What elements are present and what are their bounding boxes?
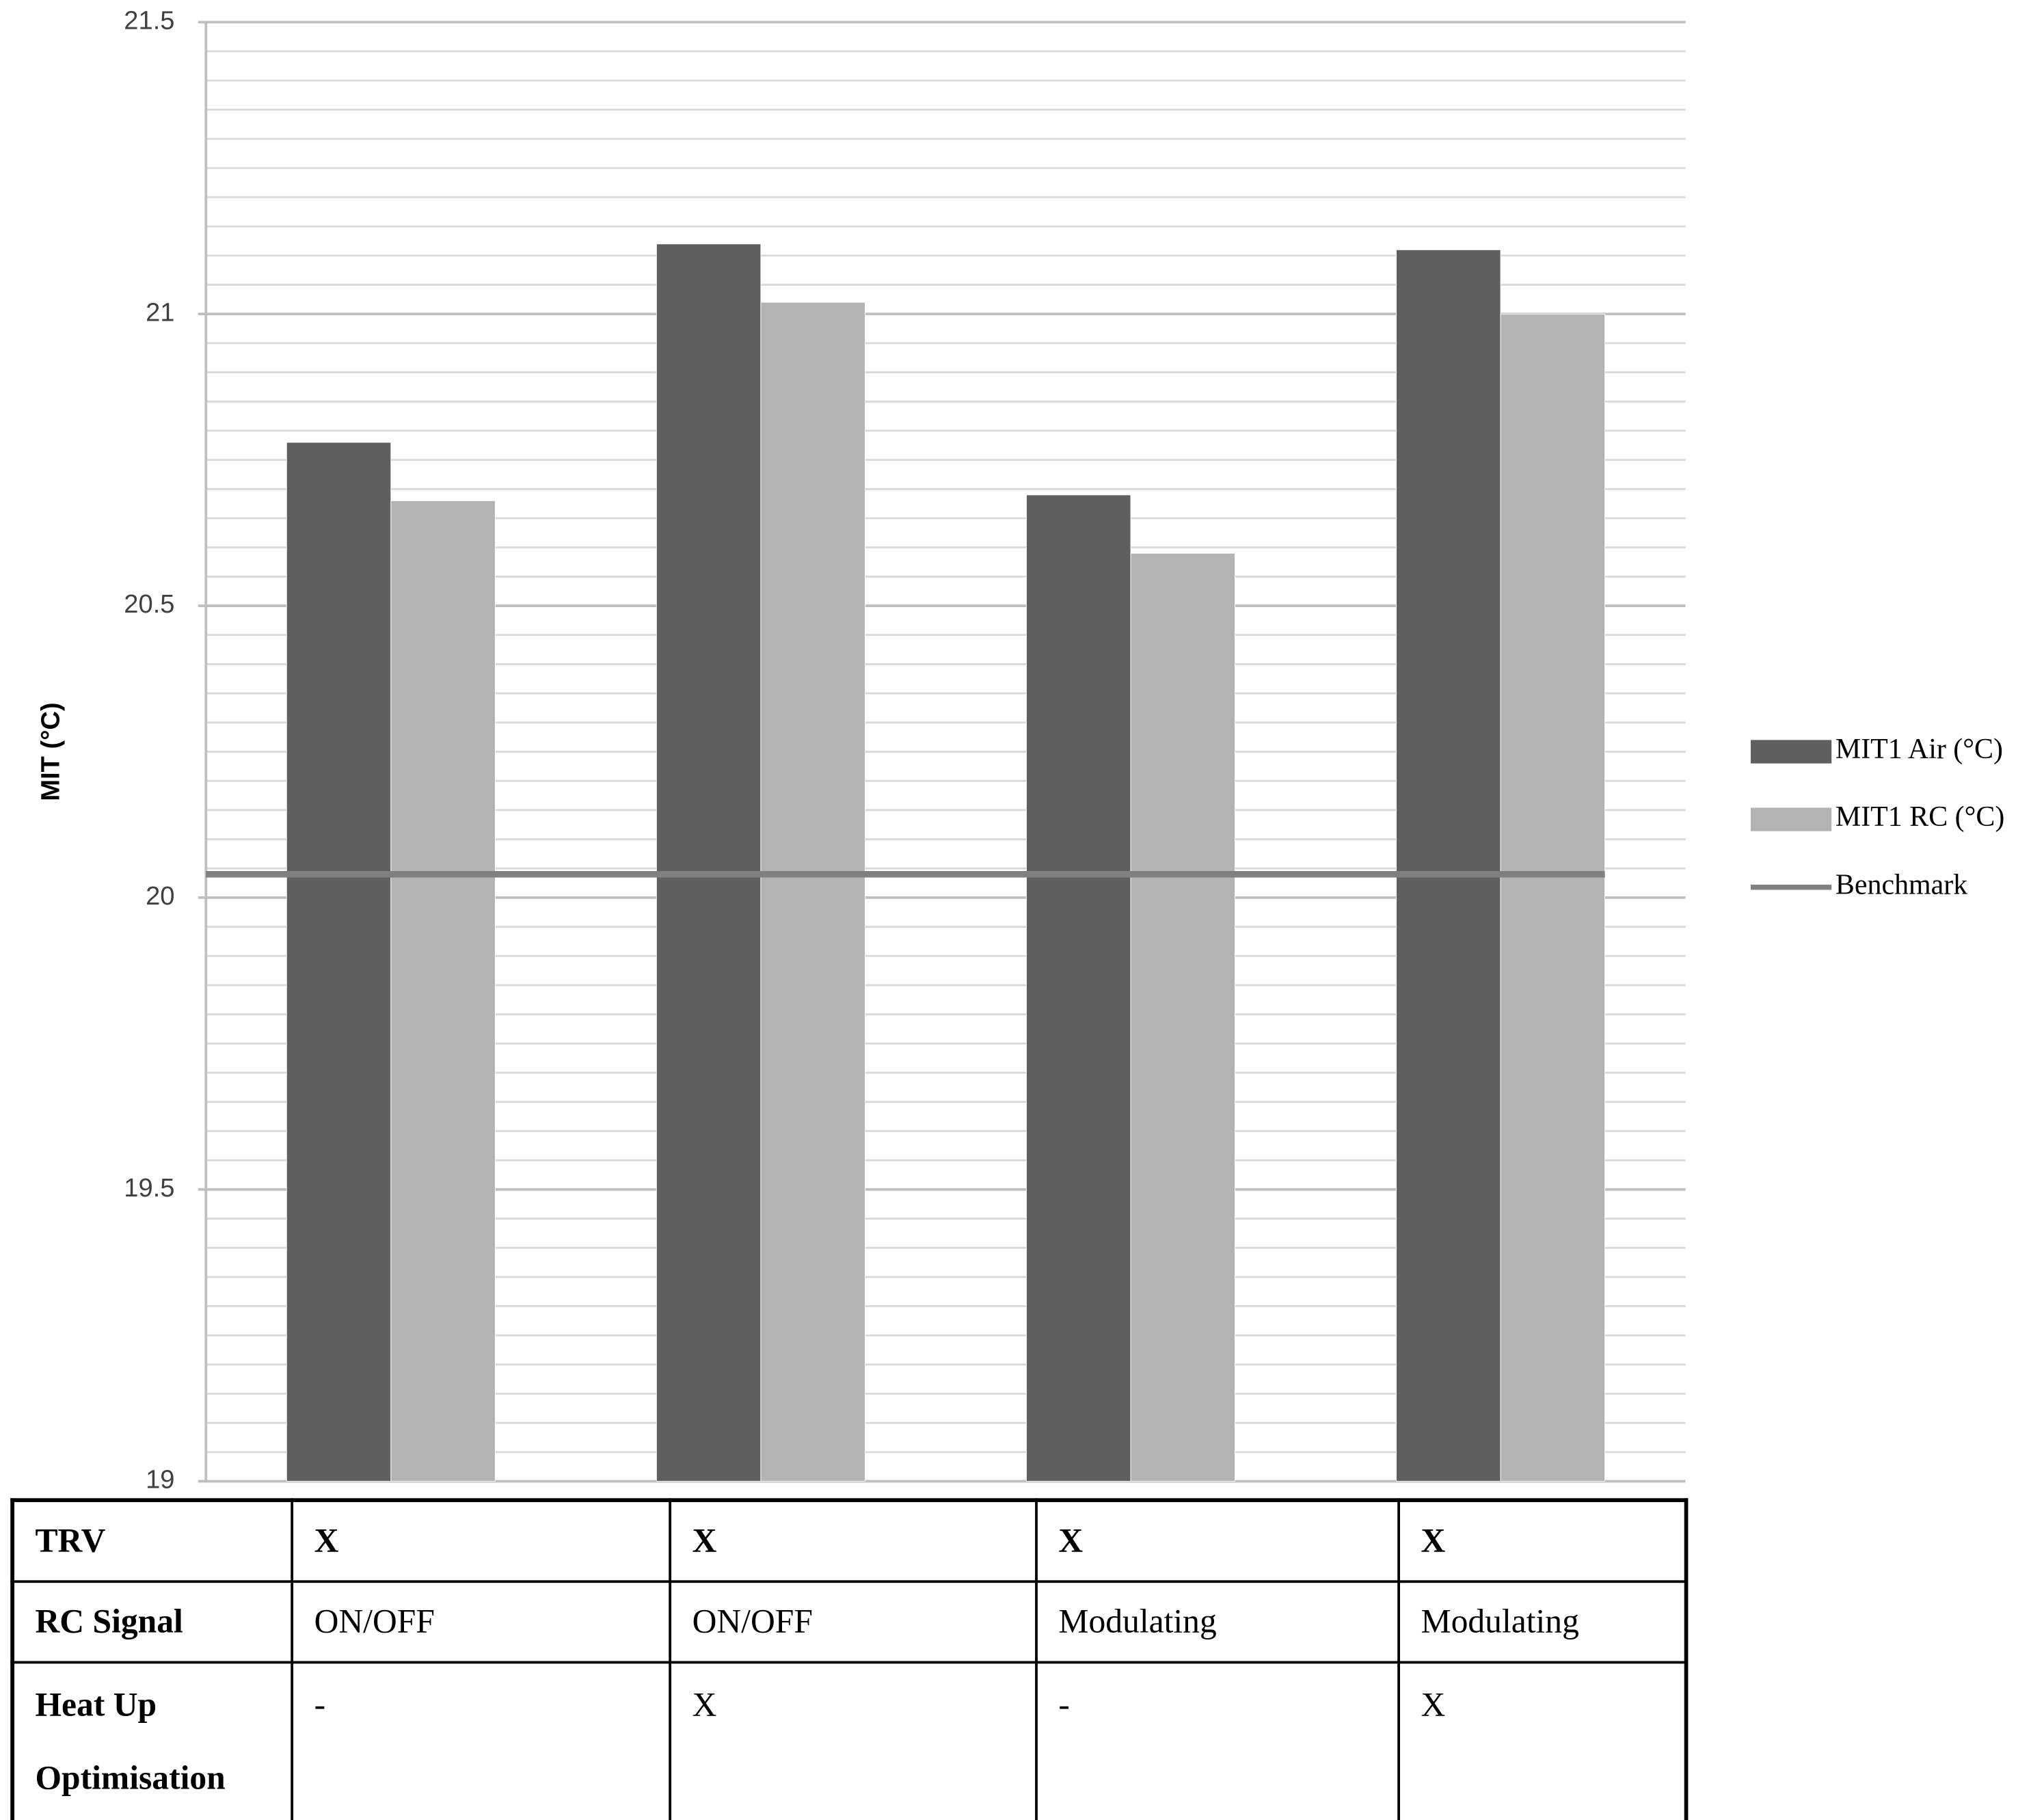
table-cell: ON/OFF (291, 1580, 672, 1664)
settings-table: TRV X X X X RC Signal ON/OFF ON/OFF Modulating Mo… (10, 1498, 1689, 1820)
y-tick-label: 20 (146, 881, 174, 911)
y-tick-label: 19 (146, 1465, 174, 1495)
table-cell: X (291, 1499, 672, 1583)
bar (760, 302, 865, 1482)
table-cell: X (1035, 1499, 1401, 1583)
row-header: RC Signal (11, 1580, 294, 1664)
table-cell: X (1397, 1499, 1688, 1583)
chart: MIT (°C) 19 19.5 20 20.5 21 21.5 MIT1 Air (°C)… (36, 5, 2004, 1495)
legend-label: Benchmark (1835, 869, 1967, 900)
y-tick-label: 21.5 (124, 5, 174, 35)
y-tick-label: 21 (146, 297, 174, 327)
bar (390, 500, 496, 1482)
bar (286, 442, 392, 1482)
legend-swatch (1750, 807, 1832, 831)
bar (1025, 494, 1131, 1482)
legend-label: MIT1 RC (°C) (1835, 801, 2004, 833)
bar (656, 243, 762, 1482)
table-cell: - (291, 1661, 672, 1820)
row-header: TRV (11, 1499, 294, 1583)
table-cell: ON/OFF (669, 1580, 1038, 1664)
row-header: Heat Up Optimisation (11, 1661, 294, 1820)
bar (1500, 313, 1606, 1482)
y-tick-label: 19.5 (124, 1173, 174, 1203)
table-cell: X (1397, 1661, 1688, 1820)
bar (1130, 552, 1236, 1482)
table-row: TRV X X X X (11, 1499, 1688, 1583)
y-axis-label: MIT (°C) (36, 702, 65, 801)
legend-swatch (1750, 740, 1832, 764)
table-cell: X (669, 1661, 1038, 1820)
table-row: Heat Up Optimisation - X - X (11, 1661, 1688, 1820)
table-cell: Modulating (1397, 1580, 1688, 1664)
table-cell: Modulating (1035, 1580, 1401, 1664)
bar (1396, 249, 1501, 1482)
y-tick-label: 20.5 (124, 589, 174, 619)
table-cell: X (669, 1499, 1038, 1583)
legend-label: MIT1 Air (°C) (1835, 734, 2003, 765)
table-cell: - (1035, 1661, 1401, 1820)
table-row: RC Signal ON/OFF ON/OFF Modulating Modulatin… (11, 1580, 1688, 1664)
